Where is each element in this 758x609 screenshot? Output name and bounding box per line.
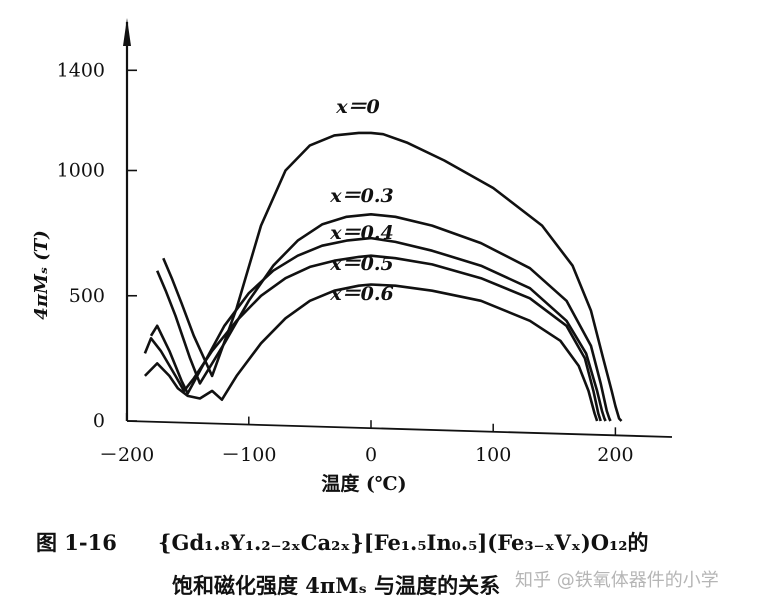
y-axis-label: 4πMₛ (T) (31, 230, 52, 319)
x-tick-label: 0 (365, 444, 377, 466)
x-tick-label: 200 (597, 444, 633, 466)
y-axis-arrow (123, 18, 131, 46)
watermark-text: 知乎 @铁氧体器件的小学 (515, 570, 719, 591)
figure-caption-text: 饱和磁化强度 4πMₛ 与温度的关系 (172, 573, 501, 598)
chart-ticks: 0 500 1000 1400 －200 －100 0 100 200 温度 (℃) 4πMₛ (T… (31, 59, 634, 495)
series-label-3: x＝0.5 (329, 253, 393, 275)
figure-caption-formula: {Gd₁.₈Y₁.₂₋₂ₓCa₂ₓ}[Fe₁.₅In₀.₅](Fe₃₋ₓVₓ)O… (158, 530, 649, 555)
x-tick-label: －200 (99, 444, 154, 466)
series-label-0: x＝0 (335, 96, 380, 118)
chart-series (143, 131, 623, 422)
x-axis-line (126, 420, 673, 438)
figure-number: 图 1-16 (36, 530, 117, 555)
chart-series-labels: x＝0 x＝0.3 x＝0.4 x＝0.5 x＝0.6 (329, 96, 393, 305)
series-label-4: x＝0.6 (329, 283, 393, 305)
series-line-3 (143, 254, 602, 422)
y-tick-label: 1400 (57, 59, 105, 81)
chart-axes (123, 18, 673, 438)
y-tick-label: 1000 (57, 160, 105, 182)
x-tick-label: 100 (475, 444, 511, 466)
y-tick-label: 0 (93, 410, 105, 432)
y-tick-label: 500 (69, 285, 105, 307)
x-axis-label: 温度 (℃) (321, 472, 406, 495)
series-label-2: x＝0.4 (329, 222, 393, 244)
series-line-0 (162, 131, 623, 422)
x-tick-label: －100 (221, 444, 276, 466)
series-line-1 (156, 213, 612, 422)
series-line-4 (143, 283, 599, 422)
series-label-1: x＝0.3 (329, 185, 393, 207)
